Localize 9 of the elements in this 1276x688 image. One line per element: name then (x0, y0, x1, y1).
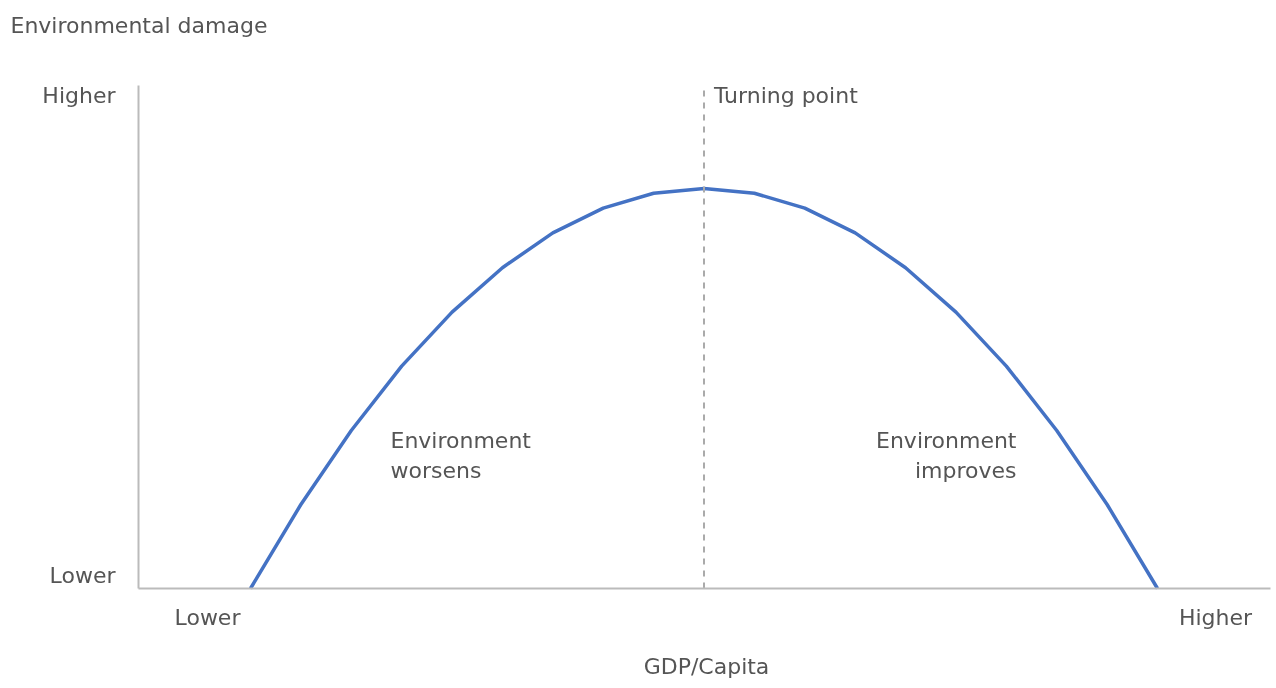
text: Lower (174, 605, 242, 630)
text: Turning point (713, 83, 859, 108)
annotation: Environment worsens (390, 428, 532, 483)
text: Lower (49, 563, 117, 588)
text: Higher (42, 83, 117, 108)
annotation: Environment improves (876, 428, 1017, 483)
text: Environmental damage (10, 13, 268, 38)
x-axis-title: GDP/Capita (643, 654, 770, 679)
text: Higher (1178, 605, 1254, 630)
